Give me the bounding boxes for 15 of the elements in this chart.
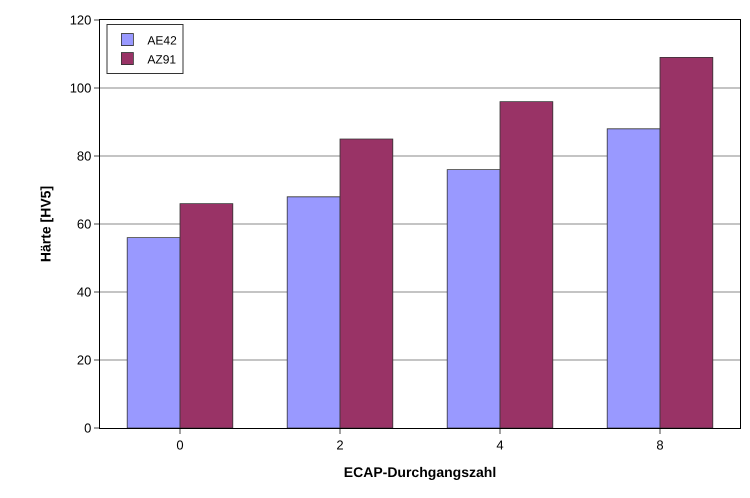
y-tick-label: 100: [70, 80, 92, 96]
y-tick-label: 120: [70, 12, 92, 28]
x-tick-label: 2: [336, 438, 344, 453]
legend-label: AZ91: [147, 52, 176, 66]
y-tick-label: 0: [84, 420, 92, 436]
y-tick-label: 40: [76, 284, 92, 300]
y-tick-label: 80: [76, 148, 92, 164]
y-tick-label: 20: [76, 352, 92, 368]
y-tick-label: 60: [76, 216, 92, 232]
x-axis-title: ECAP-Durchgangszahl: [344, 464, 496, 480]
y-axis-title: Härte [HV5]: [37, 186, 54, 262]
x-tick-label: 0: [176, 438, 184, 453]
x-tick-label: 8: [656, 438, 664, 453]
x-tick-label: 4: [496, 438, 504, 453]
legend-label: AE42: [147, 33, 178, 48]
